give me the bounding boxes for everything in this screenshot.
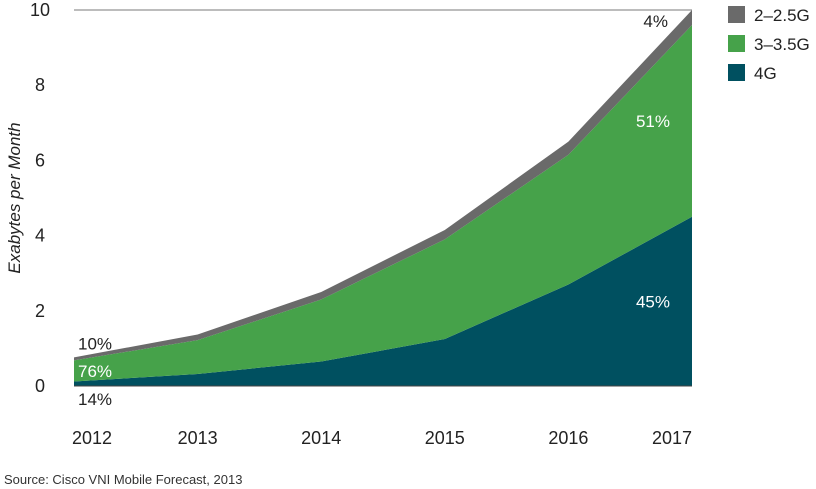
x-tick-label: 2013	[178, 428, 218, 448]
y-tick-label: 8	[35, 75, 45, 95]
x-tick-label: 2015	[425, 428, 465, 448]
legend-label: 2–2.5G	[754, 6, 810, 25]
annotation-label: 45%	[636, 292, 670, 311]
legend-swatch	[728, 64, 745, 81]
source-note: Source: Cisco VNI Mobile Forecast, 2013	[4, 472, 242, 487]
legend-swatch	[728, 35, 745, 52]
legend: 2–2.5G 3–3.5G 4G	[728, 6, 810, 83]
x-tick-label: 2016	[548, 428, 588, 448]
legend-label: 3–3.5G	[754, 35, 810, 54]
annotation-label: 4%	[643, 12, 668, 31]
area-series-3-3-5g	[74, 25, 692, 382]
chart-areas	[74, 10, 692, 386]
y-tick-label: 4	[35, 226, 45, 246]
y-tick-label: 0	[35, 376, 45, 396]
y-tick-label: 6	[35, 150, 45, 170]
chart-axes: 0 2 4 6 8 10 2012 2013 2014 2015 2016 2017	[30, 0, 692, 448]
x-tick-label: 2014	[301, 428, 341, 448]
legend-label: 4G	[754, 64, 777, 83]
legend-swatch	[728, 6, 745, 23]
x-tick-label: 2012	[72, 428, 112, 448]
y-tick-label: 10	[30, 0, 50, 20]
y-tick-label: 2	[35, 301, 45, 321]
area-series-4g	[74, 216, 692, 386]
annotation-label: 14%	[78, 390, 112, 409]
x-tick-label: 2017	[652, 428, 692, 448]
chart-annotations: 10% 76% 14% 4% 51% 45%	[78, 12, 670, 409]
annotation-label: 10%	[78, 334, 112, 353]
annotation-label: 76%	[78, 362, 112, 381]
y-axis-label: Exabytes per Month	[5, 122, 24, 273]
annotation-label: 51%	[636, 112, 670, 131]
